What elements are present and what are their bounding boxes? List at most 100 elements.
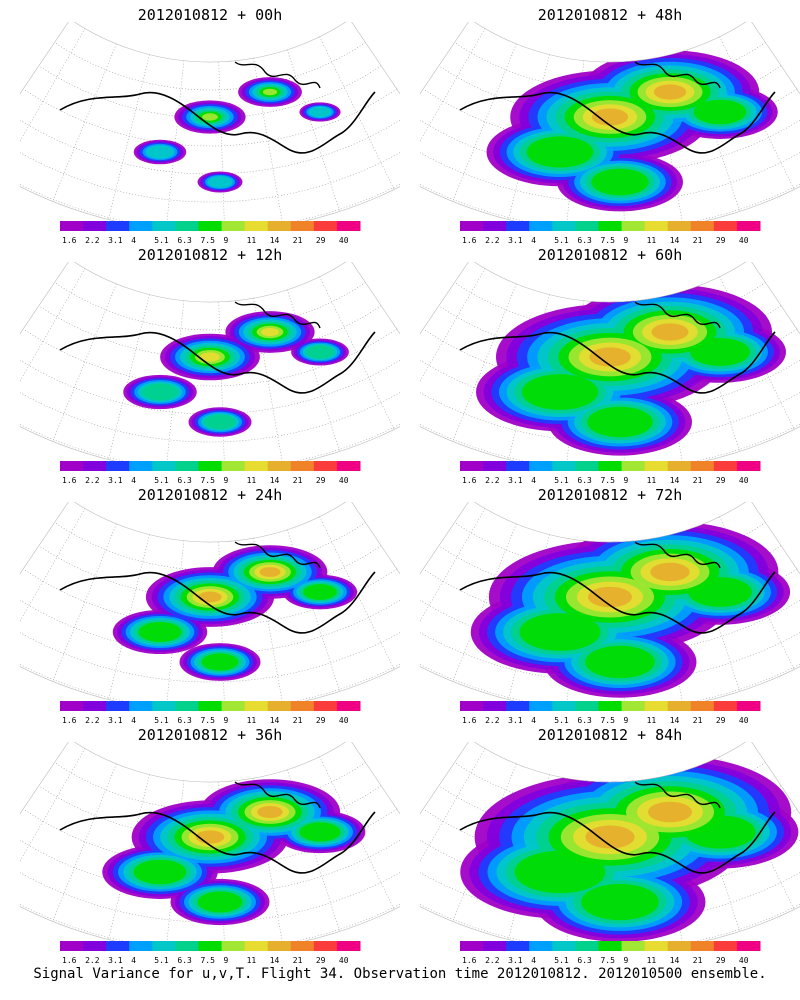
colorbar-tick-label: 7.5 (600, 716, 615, 725)
longitude-line (452, 43, 517, 202)
latitude-line (438, 785, 782, 839)
colorbar-tick-label: 21 (693, 956, 703, 965)
map-content (20, 268, 400, 462)
colorbar-swatch (552, 221, 576, 231)
colorbar: 1.6 2.2 3.1 4 5.1 6.3 7.5 9 11 14 21 29 40 (60, 701, 361, 725)
map-border (420, 502, 800, 702)
arctic-coastline (234, 781, 321, 809)
colorbar-swatch (106, 461, 130, 471)
colorbar-swatch (290, 221, 315, 231)
colorbar-tick-label: 7.5 (200, 716, 215, 725)
colorbar-swatch (313, 701, 338, 711)
colorbar-tick-label: 21 (693, 476, 703, 485)
colorbar-swatch (575, 461, 599, 471)
colorbar-swatch (198, 221, 223, 231)
colorbar-tick-label: 29 (716, 476, 726, 485)
colorbar-tick-label: 7.5 (600, 236, 615, 245)
longitude-line (719, 276, 795, 430)
colorbar-swatch (290, 461, 315, 471)
colorbar-tick-label: 1.6 (62, 956, 77, 965)
colorbar-tick-label: 3.1 (508, 716, 523, 725)
colorbar-swatch (221, 461, 246, 471)
variance-contour (650, 562, 690, 582)
longitude-line (20, 268, 86, 416)
variance-contour (587, 406, 653, 438)
colorbar-tick-label: 9 (224, 956, 229, 965)
longitude-line (253, 778, 284, 942)
colorbar-swatch (552, 461, 576, 471)
colorbar-swatch (129, 941, 153, 951)
colorbar: 1.6 2.2 3.1 4 5.1 6.3 7.5 9 11 14 21 29 40 (60, 941, 361, 965)
variance-contour (693, 99, 747, 125)
colorbar-tick-label: 3.1 (108, 236, 123, 245)
colorbar-tick-label: 11 (647, 956, 657, 965)
arctic-coastline (234, 301, 321, 329)
colorbar-tick-label: 2.2 (85, 236, 100, 245)
colorbar-swatch (244, 941, 269, 951)
colorbar-swatch (175, 461, 199, 471)
latitude-line (38, 305, 382, 359)
colorbar-swatch (267, 221, 292, 231)
arctic-coastline (634, 61, 721, 89)
colorbar-swatch (152, 221, 176, 231)
colorbar-swatch (152, 941, 176, 951)
variance-map (420, 502, 800, 702)
colorbar-swatch (598, 941, 623, 951)
map-border (420, 22, 800, 222)
colorbar-swatch (575, 701, 599, 711)
colorbar-swatch (244, 461, 269, 471)
latitude-line (20, 375, 400, 443)
colorbar-tick-label: 6.3 (177, 956, 192, 965)
colorbar-tick-label: 5.1 (154, 716, 169, 725)
colorbar-tick-label: 29 (316, 716, 326, 725)
colorbar-swatch (575, 221, 599, 231)
colorbar-swatch (529, 221, 553, 231)
longitude-line (52, 523, 117, 682)
latitude-line (20, 135, 400, 203)
colorbar-swatch (690, 941, 715, 951)
longitude-line (52, 43, 117, 202)
colorbar: 1.6 2.2 3.1 4 5.1 6.3 7.5 9 11 14 21 29 40 (460, 461, 761, 485)
colorbar-swatch (60, 941, 84, 951)
colorbar-tick-label: 1.6 (62, 476, 77, 485)
variance-contour (145, 145, 175, 159)
colorbar-swatch (198, 941, 223, 951)
colorbar-tick-label: 4 (531, 716, 536, 725)
map-content (20, 508, 400, 702)
map-panel-p24: 2012010812 + 24h 1.6 2.2 3.1 4 5.1 6.3 7.5 9 11 14… (20, 486, 400, 725)
longitude-line (286, 289, 341, 452)
colorbar-swatch (644, 701, 669, 711)
colorbar-swatch (736, 221, 761, 231)
colorbar-swatch (152, 701, 176, 711)
panel-title: 2012010812 + 48h (537, 6, 683, 24)
variance-contour (261, 327, 279, 337)
colorbar-tick-label: 14 (670, 956, 680, 965)
longitude-line (719, 516, 795, 670)
variance-contour (521, 374, 599, 410)
variance-map (420, 262, 800, 462)
colorbar-swatch (60, 461, 84, 471)
latitude-line (438, 65, 782, 119)
colorbar-swatch (60, 221, 84, 231)
variance-contour (591, 168, 649, 196)
colorbar-swatch (129, 701, 153, 711)
variance-contour (308, 106, 332, 118)
colorbar-swatch (175, 941, 199, 951)
map-border (420, 262, 800, 462)
colorbar-tick-label: 4 (131, 236, 136, 245)
colorbar-tick-label: 2.2 (85, 956, 100, 965)
variance-contour (514, 850, 606, 894)
colorbar-tick-label: 2.2 (485, 236, 500, 245)
colorbar-tick-label: 21 (293, 716, 303, 725)
colorbar-swatch (713, 941, 738, 951)
map-content (420, 268, 800, 462)
colorbar-tick-label: 14 (670, 236, 680, 245)
colorbar-swatch (506, 701, 530, 711)
colorbar-swatch (129, 221, 153, 231)
map-border (20, 22, 400, 222)
variance-contour (589, 347, 631, 367)
map-content (420, 28, 800, 222)
longitude-line (253, 58, 284, 222)
variance-contour (207, 176, 233, 188)
colorbar-swatch (506, 221, 530, 231)
